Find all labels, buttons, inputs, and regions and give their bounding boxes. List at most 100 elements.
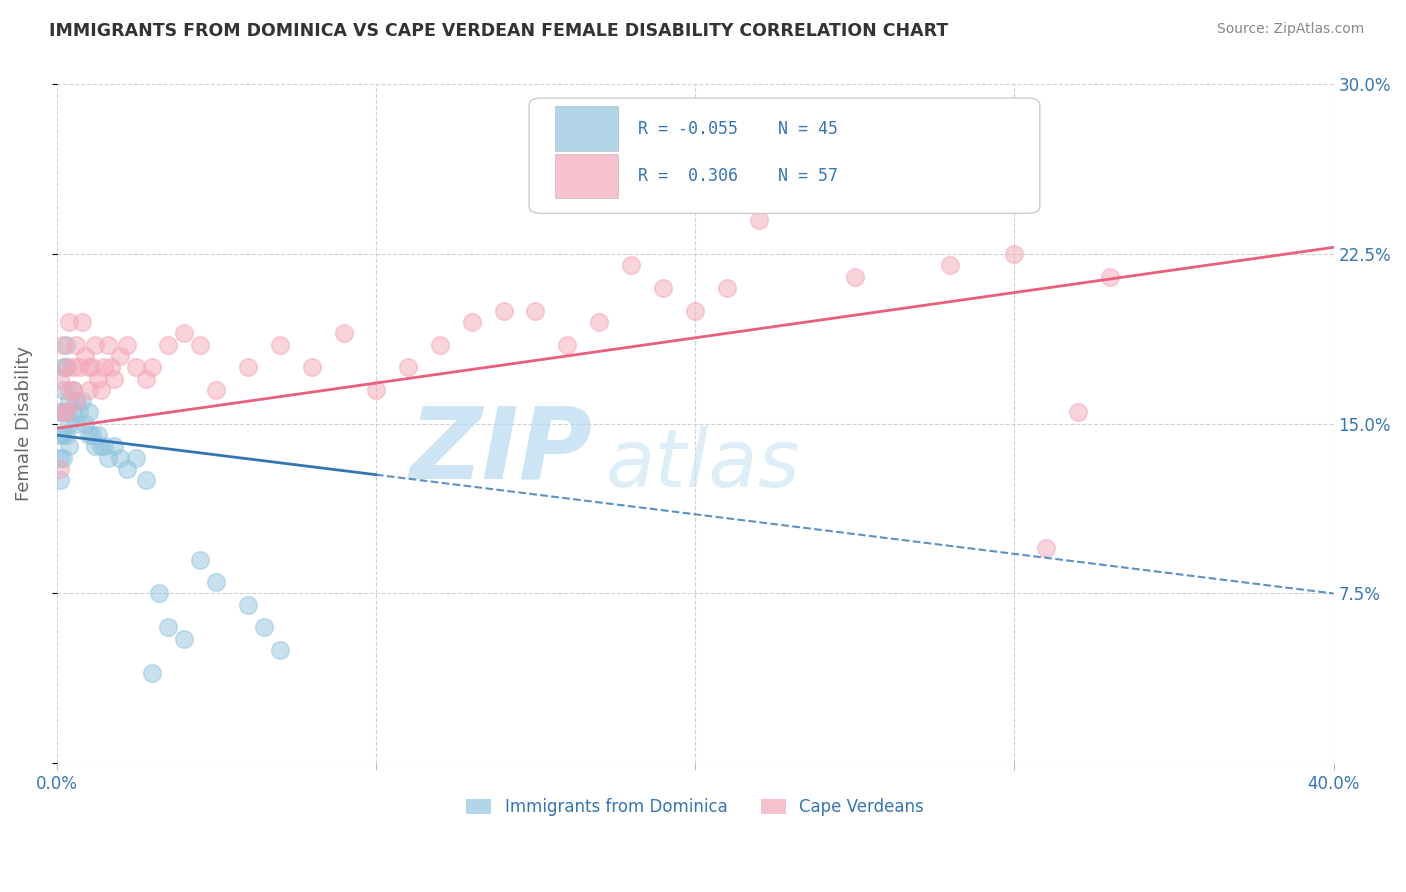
Point [90, 383, 112, 397]
Point [58, 383, 80, 397]
Text: atlas: atlas [606, 425, 800, 503]
Point [52, 383, 75, 397]
Point [269, 337, 291, 351]
Text: R = -0.055    N = 45: R = -0.055 N = 45 [637, 120, 838, 137]
Point [67, 360, 90, 375]
Point [173, 632, 195, 646]
Point [52, 337, 75, 351]
Point [77, 428, 100, 442]
Point [188, 552, 211, 566]
Point [52, 428, 75, 442]
Point [87, 371, 110, 385]
Point [1099, 269, 1122, 284]
Point [80, 360, 103, 375]
Point [683, 303, 706, 318]
Point [70, 315, 93, 329]
Point [236, 360, 259, 375]
FancyBboxPatch shape [529, 98, 1040, 213]
Point [67, 405, 90, 419]
Point [97, 337, 120, 351]
Point [524, 303, 547, 318]
Legend: Immigrants from Dominica, Cape Verdeans: Immigrants from Dominica, Cape Verdeans [460, 791, 931, 822]
Point [939, 259, 962, 273]
Point [65, 337, 87, 351]
Point [125, 450, 148, 465]
Point [77, 383, 100, 397]
Point [70, 394, 93, 409]
Point [49, 405, 72, 419]
Point [65, 394, 87, 409]
Point [93, 360, 115, 375]
Point [1067, 405, 1090, 419]
Point [58, 394, 80, 409]
Point [253, 620, 276, 634]
Point [301, 360, 323, 375]
Point [100, 360, 122, 375]
Point [52, 360, 75, 375]
Point [49, 371, 72, 385]
Point [620, 259, 643, 273]
Point [236, 598, 259, 612]
Point [1035, 541, 1057, 556]
Point [62, 383, 84, 397]
Point [135, 371, 157, 385]
Point [87, 428, 110, 442]
Point [364, 383, 387, 397]
Point [55, 360, 77, 375]
Point [49, 450, 72, 465]
Point [52, 405, 75, 419]
Point [333, 326, 356, 341]
Point [49, 474, 72, 488]
Point [103, 439, 125, 453]
Point [652, 281, 675, 295]
Text: IMMIGRANTS FROM DOMINICA VS CAPE VERDEAN FEMALE DISABILITY CORRELATION CHART: IMMIGRANTS FROM DOMINICA VS CAPE VERDEAN… [49, 22, 949, 40]
Point [492, 303, 515, 318]
Point [55, 405, 77, 419]
Point [188, 337, 211, 351]
Text: R =  0.306    N = 57: R = 0.306 N = 57 [637, 167, 838, 185]
Point [75, 417, 97, 431]
Point [460, 315, 482, 329]
Point [93, 439, 115, 453]
Point [716, 281, 738, 295]
Point [141, 665, 163, 680]
Point [110, 450, 132, 465]
Point [125, 360, 148, 375]
Point [55, 360, 77, 375]
Point [103, 371, 125, 385]
Point [84, 337, 107, 351]
Point [77, 405, 100, 419]
Point [429, 337, 451, 351]
Point [75, 349, 97, 363]
FancyBboxPatch shape [554, 106, 619, 151]
Point [1002, 247, 1025, 261]
Point [269, 643, 291, 657]
Point [115, 462, 138, 476]
Point [62, 405, 84, 419]
Point [49, 428, 72, 442]
Point [80, 428, 103, 442]
Point [52, 405, 75, 419]
Point [62, 360, 84, 375]
Text: Source: ZipAtlas.com: Source: ZipAtlas.com [1216, 22, 1364, 37]
Text: ZIP: ZIP [411, 402, 593, 500]
Point [115, 337, 138, 351]
Point [396, 360, 419, 375]
Point [62, 383, 84, 397]
Point [141, 360, 163, 375]
Point [748, 213, 770, 227]
Point [205, 383, 228, 397]
Point [77, 360, 100, 375]
Point [588, 315, 610, 329]
Point [205, 575, 228, 590]
Y-axis label: Female Disability: Female Disability [15, 346, 32, 501]
Point [90, 439, 112, 453]
Point [148, 586, 170, 600]
Point [173, 326, 195, 341]
Point [58, 315, 80, 329]
Point [55, 405, 77, 419]
Point [557, 337, 579, 351]
Point [97, 450, 120, 465]
Point [52, 450, 75, 465]
Point [157, 620, 180, 634]
